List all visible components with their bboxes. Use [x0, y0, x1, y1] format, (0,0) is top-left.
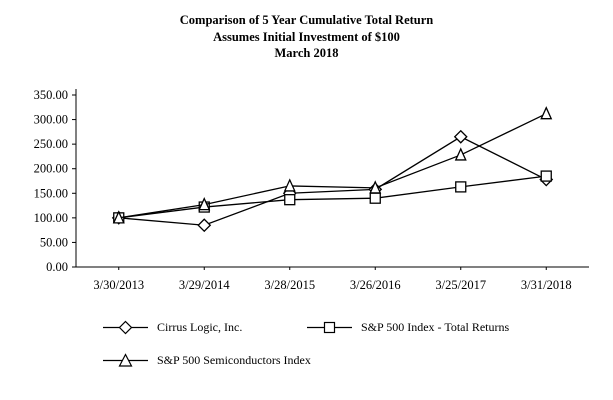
chart-title: Comparison of 5 Year Cumulative Total Re… [0, 12, 613, 62]
square-series-line [118, 175, 547, 219]
diamond-legend-icon [103, 320, 148, 335]
triangle-marker [198, 197, 211, 211]
triangle-marker [112, 210, 125, 224]
diamond-marker [197, 218, 212, 233]
triangle-series-line [118, 113, 547, 219]
y-tick-label: 300.00 [34, 113, 68, 127]
x-tick-label: 3/30/2013 [93, 278, 144, 292]
square-marker [455, 181, 467, 193]
triangle-marker [369, 180, 382, 194]
chart-title-line-3: March 2018 [274, 46, 339, 60]
legend-label-sp500-total-returns: S&P 500 Index - Total Returns [361, 320, 510, 334]
diamond-marker [453, 129, 468, 144]
triangle-marker [454, 147, 467, 161]
square-marker [369, 192, 381, 204]
triangle-marker [540, 106, 553, 120]
x-tick-label: 3/25/2017 [435, 278, 486, 292]
legend-item-sp500-semiconductors: S&P 500 Semiconductors Index [103, 353, 311, 368]
legend-item-sp500-total-returns: S&P 500 Index - Total Returns [307, 320, 509, 335]
chart-title-line-2: Assumes Initial Investment of $100 [213, 29, 400, 44]
y-tick-label: 200.00 [34, 162, 68, 176]
legend-label-sp500-semiconductors: S&P 500 Semiconductors Index [157, 353, 311, 367]
x-tick-label: 3/26/2016 [350, 278, 401, 292]
x-tick-label: 3/29/2014 [179, 278, 230, 292]
y-tick-label: 250.00 [34, 137, 68, 151]
line-chart: 0.00 50.00 100.00 150.00 200.00 250.00 300.00 3… [34, 88, 589, 292]
triangle-legend-icon [103, 353, 148, 367]
x-tick-label: 3/28/2015 [264, 278, 315, 292]
y-tick-label: 350.00 [34, 88, 68, 102]
y-tick-label: 150.00 [34, 186, 68, 200]
x-tick-label: 3/31/2018 [521, 278, 572, 292]
legend-item-cirrus-logic: Cirrus Logic, Inc. [103, 320, 242, 335]
y-tick-label: 100.00 [34, 211, 68, 225]
square-marker [284, 194, 296, 206]
diamond-series-line [118, 136, 547, 226]
y-tick-label: 0.00 [46, 260, 68, 274]
square-legend-icon [307, 321, 352, 334]
y-tick-label: 50.00 [40, 235, 68, 249]
triangle-marker [283, 178, 296, 192]
legend-label-cirrus-logic: Cirrus Logic, Inc. [157, 320, 243, 334]
square-marker [540, 170, 552, 182]
chart-title-line-1: Comparison of 5 Year Cumulative Total Re… [179, 13, 434, 27]
